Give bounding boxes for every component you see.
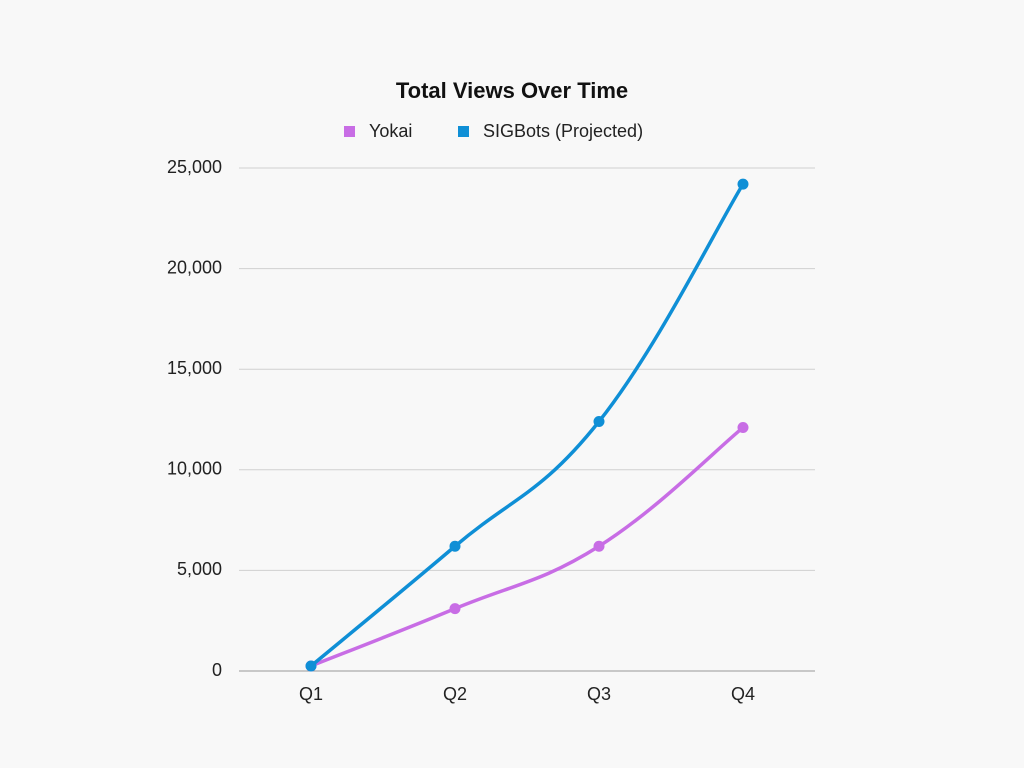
data-point — [737, 178, 749, 190]
y-tick-label: 0 — [212, 660, 222, 680]
data-point — [737, 422, 749, 434]
data-point — [305, 660, 317, 672]
x-tick-label: Q4 — [731, 684, 755, 704]
x-tick-label: Q1 — [299, 684, 323, 704]
y-tick-label: 5,000 — [177, 559, 222, 579]
series-line — [309, 183, 745, 668]
legend-label: SIGBots (Projected) — [483, 121, 643, 141]
y-tick-label: 25,000 — [167, 157, 222, 177]
x-tick-label: Q3 — [587, 684, 611, 704]
data-point — [449, 540, 461, 552]
legend-swatch — [458, 126, 469, 137]
y-tick-label: 15,000 — [167, 358, 222, 378]
x-tick-label: Q2 — [443, 684, 467, 704]
data-point — [593, 540, 605, 552]
legend-swatch — [344, 126, 355, 137]
y-tick-label: 10,000 — [167, 459, 222, 479]
data-point — [593, 416, 605, 428]
legend-label: Yokai — [369, 121, 412, 141]
chart-title: Total Views Over Time — [396, 78, 628, 103]
y-tick-label: 20,000 — [167, 257, 222, 277]
data-point — [449, 603, 461, 615]
series-line — [310, 426, 745, 668]
